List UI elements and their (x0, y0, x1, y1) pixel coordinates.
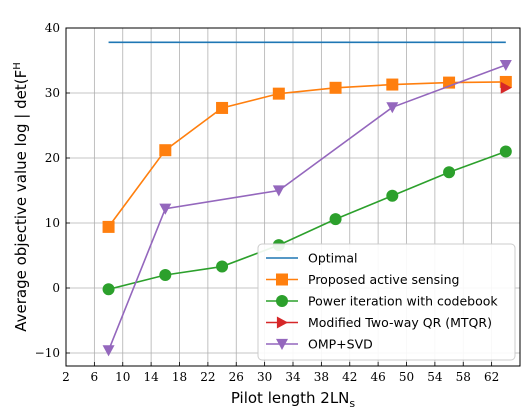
x-tick-label: 62 (484, 370, 499, 384)
legend-item-modified-two-way-qr-mtqr: Modified Two-way QR (MTQR) (266, 315, 492, 330)
legend-item-optimal: Optimal (266, 251, 357, 266)
series-line-proposed-active-sensing (107, 81, 506, 228)
data-point-modified-two-way-qr-mtqr (500, 81, 512, 94)
y-tick-label: −10 (35, 346, 60, 360)
y-tick-label: 10 (45, 216, 60, 230)
x-tick-label: 22 (200, 370, 215, 384)
x-tick-label: 2 (62, 370, 70, 384)
x-axis-label: Pilot length 2LNs (231, 389, 356, 410)
x-tick-label: 26 (229, 370, 244, 384)
x-tick-label: 46 (370, 370, 385, 384)
legend: Optimal Proposed active sensing Power iter… (257, 243, 516, 361)
data-point-proposed-active-sensing (216, 101, 229, 114)
x-tick-label: 18 (172, 370, 187, 384)
y-axis-label-text: Average objective value log | det(F (12, 70, 30, 332)
legend-label: Modified Two-way QR (MTQR) (308, 315, 492, 330)
y-axis-label-superscript: H (12, 62, 23, 70)
series-proposed-active-sensing (102, 75, 512, 233)
data-point-omp-svd (159, 203, 172, 215)
x-tick-label: 50 (399, 370, 414, 384)
x-tick-label: 10 (115, 370, 130, 384)
data-point-omp-svd (499, 59, 512, 72)
y-tick-label: 0 (52, 281, 60, 295)
data-point-power-iteration-with-codebook (329, 213, 342, 226)
legend-item-power-iteration-with-codebook: Power iteration with codebook (266, 294, 498, 309)
x-tick-label: 14 (143, 370, 159, 384)
data-point-power-iteration-with-codebook (102, 283, 115, 296)
data-point-omp-svd (102, 345, 115, 357)
legend-swatch-marker (276, 295, 288, 307)
series-line-power-iteration-with-codebook (108, 150, 507, 291)
data-point-proposed-active-sensing (159, 144, 172, 157)
legend-label: OMP+SVD (308, 337, 373, 352)
tick-labels: 2 6 10 14 18 22 26 30 34 38 42 46 50 54 58 62−100102030… (35, 21, 500, 384)
data-point-proposed-active-sensing (102, 220, 115, 233)
x-axis-label-subscript: s (349, 397, 355, 410)
x-tick-label: 58 (456, 370, 471, 384)
data-point-power-iteration-with-codebook (499, 145, 512, 158)
legend-item-omp-svd: OMP+SVD (266, 337, 373, 352)
legend-swatch-marker (276, 316, 288, 329)
legend-label: Optimal (308, 251, 357, 266)
data-point-proposed-active-sensing (386, 78, 399, 91)
series-modified-two-way-qr-mtqr (500, 81, 512, 94)
legend-swatch-marker (276, 338, 288, 350)
legend-label: Power iteration with codebook (308, 294, 498, 309)
y-axis-label: Average objective value log | det(FH (12, 62, 30, 331)
legend-swatch-marker (276, 273, 288, 286)
data-point-proposed-active-sensing (329, 81, 342, 94)
data-point-proposed-active-sensing (272, 87, 285, 100)
x-tick-label: 6 (91, 370, 99, 384)
y-tick-label: 40 (45, 21, 60, 35)
data-point-power-iteration-with-codebook (386, 189, 399, 202)
series-omp-svd (102, 59, 512, 357)
x-tick-label: 34 (285, 370, 301, 384)
data-point-omp-svd (272, 185, 285, 197)
x-tick-label: 30 (257, 370, 272, 384)
legend-box (257, 243, 516, 361)
legend-item-proposed-active-sensing: Proposed active sensing (266, 272, 459, 287)
x-axis-label-text: Pilot length 2LN (231, 389, 350, 407)
data-point-power-iteration-with-codebook (216, 260, 229, 273)
data-point-power-iteration-with-codebook (159, 269, 172, 281)
y-tick-label: 20 (45, 151, 60, 165)
legend-label: Proposed active sensing (308, 272, 459, 287)
x-tick-label: 38 (314, 370, 329, 384)
data-point-omp-svd (386, 102, 399, 114)
data-point-power-iteration-with-codebook (443, 166, 456, 179)
y-tick-label: 30 (45, 86, 60, 100)
x-tick-label: 42 (342, 370, 357, 384)
x-tick-label: 54 (427, 370, 443, 384)
